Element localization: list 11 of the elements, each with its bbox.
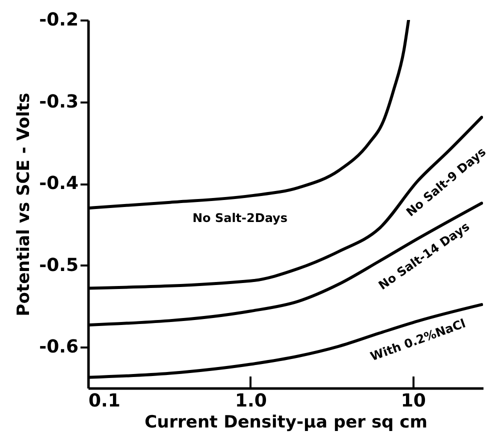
y-tick-label: -0.4	[39, 173, 78, 194]
y-tick-label: -0.6	[39, 336, 78, 358]
y-tick-label: -0.2	[39, 10, 78, 30]
x-tick-label: 1.0	[235, 390, 267, 412]
series-label: No Salt-2Days	[192, 211, 288, 225]
y-tick-label: -0.5	[39, 254, 78, 276]
y-tick-label: -0.3	[39, 91, 78, 112]
x-tick-label: 10	[400, 390, 426, 412]
y-axis-title: Potential vs SCE - Volts	[14, 92, 34, 316]
x-axis-title: Current Density-µa per sq cm	[144, 412, 428, 432]
x-tick-label: 0.1	[88, 390, 120, 412]
